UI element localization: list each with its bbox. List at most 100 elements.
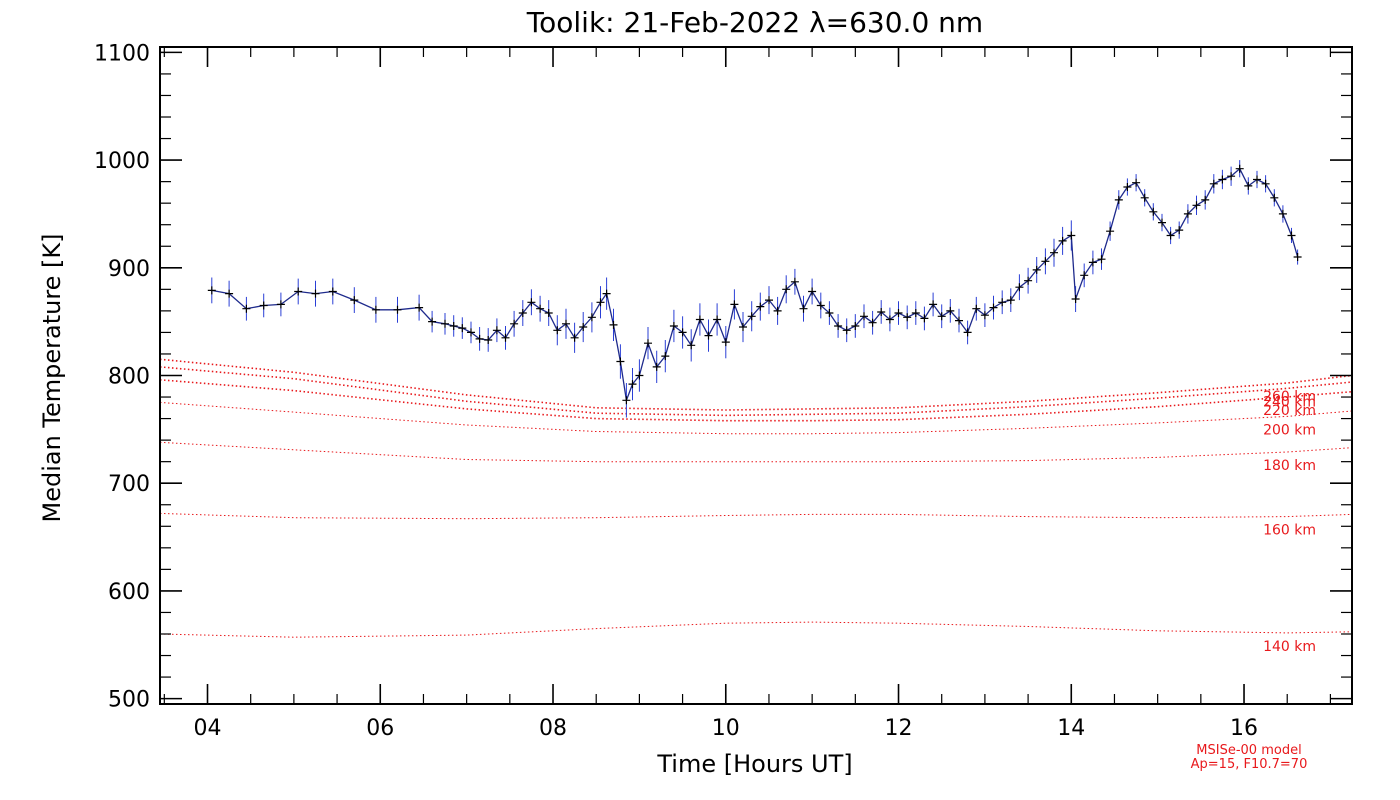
data-point	[920, 314, 929, 323]
data-point	[739, 323, 747, 331]
data-point	[259, 301, 268, 310]
data-point	[328, 287, 337, 296]
data-point	[1158, 218, 1166, 227]
model-curve	[159, 379, 1353, 422]
data-point	[415, 303, 424, 312]
y-tick-label: 500	[108, 688, 150, 713]
data-point	[877, 308, 886, 316]
data-point	[1006, 296, 1015, 305]
data-point	[868, 318, 877, 327]
data-point	[1278, 209, 1287, 218]
x-tick-label: 10	[712, 716, 740, 741]
data-point	[1067, 231, 1076, 240]
data-point	[816, 301, 825, 310]
data-point	[1097, 255, 1106, 264]
data-point	[989, 303, 998, 312]
data-point	[834, 322, 843, 330]
data-point	[782, 285, 791, 294]
data-point	[825, 309, 834, 317]
model-curve	[159, 621, 1353, 638]
data-point	[616, 357, 625, 366]
data-point	[609, 320, 618, 329]
data-point	[501, 333, 510, 342]
model-curve	[159, 358, 1353, 411]
data-point	[628, 380, 637, 389]
data-point	[1293, 253, 1302, 261]
data-point	[1114, 195, 1123, 204]
data-point	[1058, 236, 1067, 245]
data-point	[1235, 164, 1244, 173]
data-point	[998, 298, 1007, 307]
data-point	[1088, 258, 1097, 267]
data-point	[371, 305, 380, 314]
data-point	[687, 341, 696, 350]
data-point	[510, 319, 519, 328]
data-point	[885, 315, 894, 324]
data-point	[587, 313, 596, 322]
data-point	[955, 316, 963, 325]
data-point	[475, 334, 484, 343]
data-point	[1175, 226, 1184, 235]
model-curve	[159, 401, 1353, 435]
data-point	[860, 312, 868, 321]
data-point	[1149, 207, 1158, 216]
x-tick-label: 16	[1230, 716, 1258, 741]
data-point	[1123, 183, 1132, 191]
data-point	[1071, 295, 1080, 303]
model-params-note: Ap=15, F10.7=70	[1191, 757, 1308, 772]
data-point	[492, 326, 501, 335]
data-point	[467, 328, 475, 337]
data-point	[695, 315, 704, 324]
data-point	[790, 277, 799, 286]
data-point	[911, 309, 920, 317]
data-point	[484, 336, 493, 344]
data-point	[1024, 276, 1033, 285]
y-tick-label: 600	[108, 580, 150, 605]
data-point	[747, 312, 756, 321]
x-axis-label: Time [Hours UT]	[656, 750, 852, 778]
data-point	[1032, 265, 1041, 274]
model-curve	[159, 512, 1353, 520]
data-point	[669, 322, 678, 330]
data-point	[1244, 181, 1253, 190]
model-curve-label: 160 km	[1263, 523, 1316, 539]
data-point	[756, 302, 765, 311]
data-point	[661, 352, 670, 361]
y-tick-label: 800	[108, 365, 150, 390]
data-point	[596, 298, 605, 307]
model-note: MSISe-00 model	[1196, 743, 1301, 758]
data-point	[544, 309, 553, 317]
x-tick-label: 12	[885, 716, 913, 741]
data-point	[903, 313, 912, 322]
data-point	[1261, 179, 1270, 188]
y-tick-label: 900	[108, 257, 150, 282]
data-series	[207, 160, 1302, 418]
data-point	[946, 306, 955, 315]
data-point	[527, 298, 536, 307]
data-point	[350, 296, 359, 305]
y-tick-label: 1000	[94, 149, 150, 174]
data-point	[449, 322, 458, 330]
data-point	[851, 322, 860, 330]
y-axis-label: Median Temperature [K]	[38, 233, 66, 522]
data-point	[799, 304, 808, 313]
plot-frame	[159, 46, 1353, 705]
data-point	[311, 289, 320, 298]
data-point	[894, 309, 903, 317]
data-point	[1201, 195, 1210, 204]
model-curve	[159, 441, 1353, 463]
data-point	[393, 305, 402, 314]
data-point	[765, 296, 773, 305]
series-line	[211, 167, 1299, 403]
data-point	[276, 300, 285, 309]
model-curve-label: 140 km	[1263, 639, 1316, 655]
model-curve	[159, 366, 1353, 417]
data-point	[1080, 271, 1089, 280]
data-point	[1227, 172, 1236, 181]
data-point	[622, 396, 631, 405]
data-point	[1132, 178, 1141, 187]
data-point	[842, 326, 851, 335]
data-point	[678, 328, 687, 337]
axes: 04 06 08 10 12 14 16 500 600 700 800 900 1000 1100	[94, 41, 1353, 741]
